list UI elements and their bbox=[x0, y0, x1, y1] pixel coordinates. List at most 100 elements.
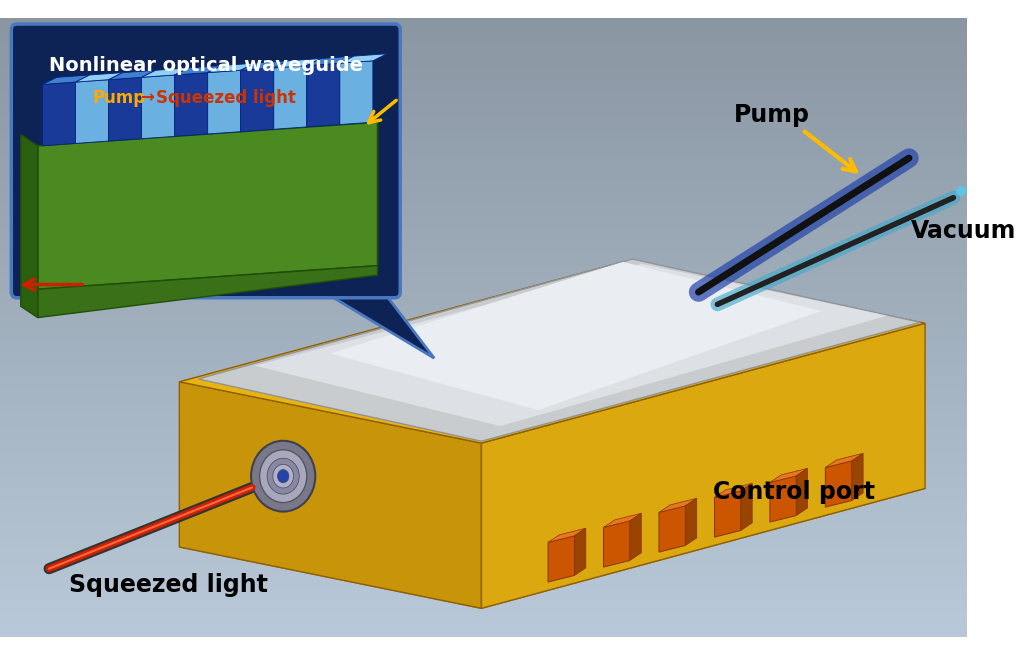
Polygon shape bbox=[770, 476, 797, 522]
Text: Pump: Pump bbox=[734, 103, 810, 126]
Polygon shape bbox=[0, 389, 967, 402]
Circle shape bbox=[998, 164, 1007, 173]
Polygon shape bbox=[179, 382, 481, 608]
Polygon shape bbox=[0, 130, 967, 142]
Circle shape bbox=[1009, 159, 1017, 167]
Polygon shape bbox=[715, 491, 741, 537]
Polygon shape bbox=[42, 75, 90, 84]
Polygon shape bbox=[0, 204, 967, 216]
Circle shape bbox=[956, 187, 966, 195]
Polygon shape bbox=[0, 488, 967, 500]
Text: Pump: Pump bbox=[92, 88, 145, 107]
Polygon shape bbox=[208, 70, 241, 134]
Polygon shape bbox=[0, 513, 967, 525]
Polygon shape bbox=[574, 528, 586, 576]
Polygon shape bbox=[0, 550, 967, 563]
Polygon shape bbox=[548, 528, 586, 542]
Polygon shape bbox=[603, 521, 630, 567]
Polygon shape bbox=[340, 61, 373, 124]
Polygon shape bbox=[852, 453, 863, 500]
Polygon shape bbox=[659, 498, 696, 512]
Ellipse shape bbox=[251, 441, 315, 512]
Polygon shape bbox=[0, 476, 967, 488]
Polygon shape bbox=[0, 92, 967, 105]
Polygon shape bbox=[175, 66, 222, 75]
Polygon shape bbox=[0, 414, 967, 426]
Polygon shape bbox=[141, 75, 175, 139]
Text: →: → bbox=[139, 88, 154, 107]
Polygon shape bbox=[141, 68, 188, 77]
Polygon shape bbox=[630, 514, 641, 561]
Text: Squeezed light: Squeezed light bbox=[69, 572, 267, 597]
Polygon shape bbox=[0, 216, 967, 229]
Polygon shape bbox=[179, 426, 925, 608]
Polygon shape bbox=[0, 464, 967, 476]
Polygon shape bbox=[0, 402, 967, 414]
Polygon shape bbox=[825, 453, 863, 468]
Polygon shape bbox=[0, 538, 967, 550]
Polygon shape bbox=[0, 43, 967, 56]
Polygon shape bbox=[208, 63, 255, 73]
Text: Squeezed light: Squeezed light bbox=[156, 88, 296, 107]
Polygon shape bbox=[0, 56, 967, 68]
Polygon shape bbox=[0, 18, 967, 31]
Polygon shape bbox=[0, 612, 967, 624]
Polygon shape bbox=[273, 66, 307, 129]
Polygon shape bbox=[321, 290, 434, 358]
Polygon shape bbox=[548, 536, 574, 582]
Polygon shape bbox=[0, 315, 967, 328]
Polygon shape bbox=[76, 80, 109, 143]
Polygon shape bbox=[685, 498, 696, 546]
Ellipse shape bbox=[267, 458, 299, 494]
Polygon shape bbox=[603, 514, 641, 527]
Polygon shape bbox=[481, 324, 925, 608]
Polygon shape bbox=[0, 278, 967, 290]
Polygon shape bbox=[0, 68, 967, 80]
Polygon shape bbox=[659, 506, 685, 552]
Polygon shape bbox=[307, 63, 340, 127]
Polygon shape bbox=[0, 142, 967, 155]
Polygon shape bbox=[797, 468, 808, 515]
Polygon shape bbox=[0, 352, 967, 365]
Polygon shape bbox=[0, 587, 967, 599]
Polygon shape bbox=[0, 500, 967, 513]
Ellipse shape bbox=[278, 470, 289, 483]
Circle shape bbox=[978, 176, 986, 184]
Polygon shape bbox=[0, 31, 967, 43]
Polygon shape bbox=[307, 56, 354, 66]
Polygon shape bbox=[340, 54, 387, 63]
Polygon shape bbox=[741, 483, 753, 531]
Polygon shape bbox=[0, 575, 967, 587]
Ellipse shape bbox=[260, 450, 307, 502]
Polygon shape bbox=[0, 179, 967, 191]
Polygon shape bbox=[0, 167, 967, 179]
Polygon shape bbox=[0, 426, 967, 439]
Polygon shape bbox=[770, 468, 808, 483]
Text: Vacuum: Vacuum bbox=[911, 219, 1016, 243]
Polygon shape bbox=[715, 483, 753, 497]
Polygon shape bbox=[0, 303, 967, 315]
Polygon shape bbox=[825, 461, 852, 507]
Polygon shape bbox=[241, 61, 288, 70]
Polygon shape bbox=[0, 229, 967, 241]
Polygon shape bbox=[0, 266, 967, 278]
Polygon shape bbox=[42, 82, 76, 146]
Polygon shape bbox=[20, 134, 38, 318]
Polygon shape bbox=[0, 377, 967, 389]
Polygon shape bbox=[175, 73, 208, 136]
Polygon shape bbox=[179, 262, 925, 443]
Polygon shape bbox=[109, 70, 156, 80]
Polygon shape bbox=[0, 80, 967, 92]
Circle shape bbox=[967, 181, 976, 190]
Polygon shape bbox=[0, 365, 967, 377]
Polygon shape bbox=[0, 105, 967, 117]
Ellipse shape bbox=[272, 464, 294, 488]
Polygon shape bbox=[0, 451, 967, 464]
Polygon shape bbox=[199, 259, 921, 441]
Polygon shape bbox=[0, 525, 967, 538]
Polygon shape bbox=[255, 264, 888, 426]
Polygon shape bbox=[0, 328, 967, 340]
Polygon shape bbox=[0, 191, 967, 204]
Text: Control port: Control port bbox=[713, 480, 874, 504]
Polygon shape bbox=[38, 266, 378, 318]
